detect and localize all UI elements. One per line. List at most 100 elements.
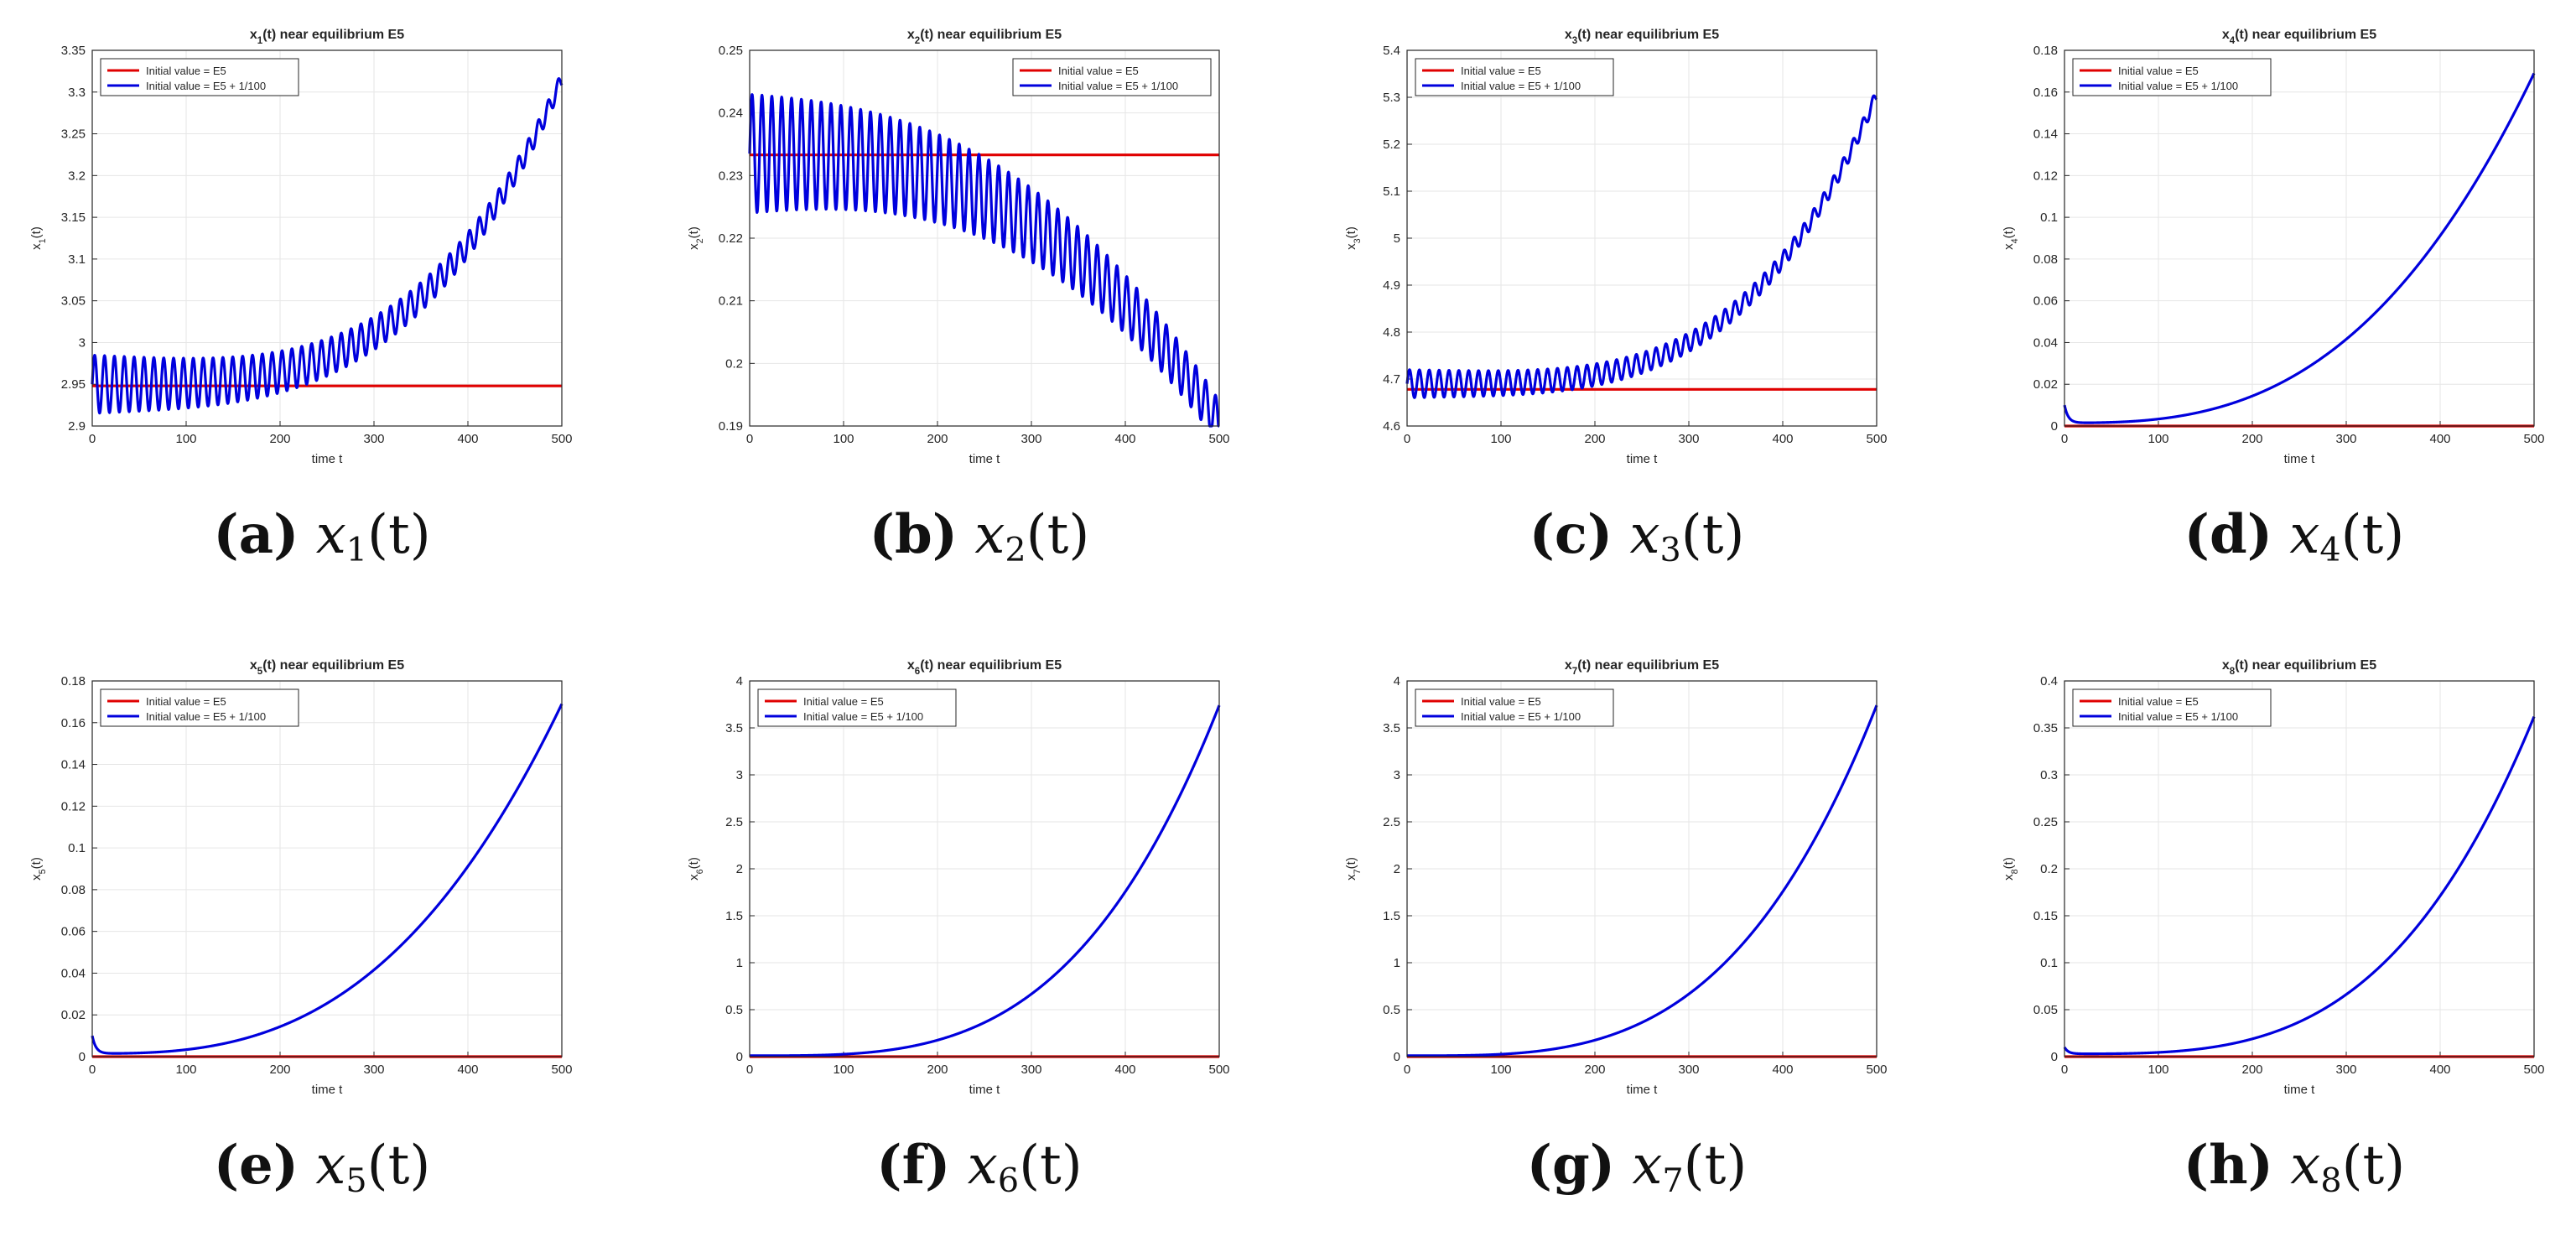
- legend-label: Initial value = E5: [146, 695, 226, 708]
- legend-label: Initial value = E5 + 1/100: [1058, 80, 1178, 92]
- y-tick-label: 3.5: [1383, 721, 1400, 735]
- x-tick-label: 200: [1584, 432, 1605, 446]
- x-tick-label: 0: [746, 1063, 753, 1077]
- legend-label: Initial value = E5: [803, 695, 884, 708]
- y-axis-label: x5(t): [29, 857, 48, 881]
- y-tick-label: 0: [1394, 1050, 1400, 1064]
- y-tick-label: 5.3: [1383, 91, 1400, 105]
- y-tick-label: 3: [736, 768, 743, 782]
- y-tick-label: 4.7: [1383, 372, 1400, 387]
- x-tick-label: 500: [2523, 432, 2544, 446]
- y-tick-label: 3.2: [68, 169, 86, 183]
- y-tick-label: 0.5: [1383, 1003, 1400, 1017]
- x-tick-label: 500: [2523, 1063, 2544, 1077]
- x-axis-label: time t: [1627, 452, 1659, 466]
- caption-var: x: [1629, 504, 1660, 566]
- legend-box: [1415, 58, 1614, 96]
- x-tick-label: 100: [175, 1063, 196, 1077]
- y-tick-label: 3.05: [61, 294, 86, 309]
- y-tick-label: 0.23: [719, 169, 743, 183]
- y-tick-label: 2.5: [1383, 815, 1400, 829]
- y-tick-label: 0.2: [2040, 862, 2058, 876]
- legend-box: [100, 58, 299, 96]
- panel-a: 0 100 200 300 400 500 2.9 2.95 3 3.05 3.1 3.15 3.2 3.…: [0, 0, 644, 616]
- y-tick-label: 0.15: [2033, 909, 2058, 923]
- chart-x4: 0 100 200 300 400 500 0 0.02 0.04 0.06 0.08 0.1 0.12…: [2002, 28, 2545, 466]
- y-tick-label: 2.9: [68, 419, 86, 434]
- x-axis-label: time t: [969, 452, 1001, 466]
- series-line-perturbed: [91, 703, 564, 1055]
- y-axis-label: x8(t): [2002, 857, 2020, 881]
- chart-title: x1(t) near equilibrium E5: [250, 28, 404, 46]
- legend-box: [1012, 58, 1212, 96]
- caption-arg: (t): [2340, 504, 2405, 566]
- legend-label: Initial value = E5: [2118, 65, 2199, 77]
- axes-box: [1406, 49, 1877, 427]
- caption-arg: (t): [367, 504, 431, 566]
- caption-sub: 7: [1662, 1161, 1684, 1200]
- caption-var: x: [967, 1135, 998, 1197]
- y-tick-label: 1.5: [1383, 909, 1400, 923]
- caption-h: (h) x8(t): [1972, 1134, 2576, 1200]
- y-tick-label: 1.5: [725, 909, 743, 923]
- caption-sub: 1: [345, 530, 368, 569]
- y-axis-label: x7(t): [1344, 857, 1363, 881]
- y-tick-label: 0: [2051, 1050, 2058, 1064]
- x-tick-label: 500: [551, 432, 572, 446]
- y-tick-label: 5.2: [1383, 138, 1400, 152]
- x-tick-label: 0: [2061, 432, 2068, 446]
- x-axis-label: time t: [312, 452, 344, 466]
- caption-sub: 6: [997, 1161, 1020, 1200]
- y-tick-label: 0.4: [2040, 674, 2058, 688]
- y-axis-label: x3(t): [1344, 226, 1363, 250]
- caption-var: x: [1632, 1135, 1663, 1197]
- axes-box: [1406, 680, 1877, 1057]
- legend-label: Initial value = E5 + 1/100: [146, 80, 266, 92]
- x-axis-label: time t: [2284, 1083, 2316, 1097]
- caption-d: (d) x4(t): [1972, 503, 2576, 569]
- y-tick-label: 3.35: [61, 44, 86, 58]
- y-tick-label: 0.1: [2040, 210, 2058, 225]
- y-tick-label: 0.04: [2033, 335, 2058, 350]
- y-tick-label: 0.5: [725, 1003, 743, 1017]
- x-tick-label: 300: [363, 432, 384, 446]
- y-tick-label: 4.8: [1383, 325, 1400, 340]
- y-tick-label: 0.14: [61, 758, 86, 772]
- chart-x7: 0 100 200 300 400 500 0 0.5 1 1.5 2 2.5 3 3.5 4 x7(t) n…: [1344, 658, 1888, 1097]
- caption-c: (c) x3(t): [1315, 503, 1959, 569]
- series-line-perturbed: [2063, 715, 2536, 1056]
- axes-box: [749, 680, 1220, 1057]
- legend-box: [2072, 688, 2272, 727]
- x-tick-label: 400: [2429, 432, 2450, 446]
- y-tick-label: 4.9: [1383, 278, 1400, 293]
- legend-label: Initial value = E5: [1461, 65, 1541, 77]
- y-tick-label: 3: [1394, 768, 1400, 782]
- caption-label: (h): [2183, 1134, 2273, 1197]
- caption-sub: 3: [1659, 530, 1681, 569]
- y-tick-label: 0.14: [2033, 127, 2058, 142]
- x-axis-label: time t: [312, 1083, 344, 1097]
- caption-var: x: [2289, 504, 2320, 566]
- legend-label: Initial value = E5: [146, 65, 226, 77]
- y-tick-label: 2.95: [61, 377, 86, 392]
- x-tick-label: 400: [1114, 1063, 1135, 1077]
- x-tick-label: 100: [833, 1063, 854, 1077]
- x-tick-label: 500: [1866, 1063, 1887, 1077]
- caption-arg: (t): [2341, 1135, 2406, 1197]
- y-tick-label: 3: [79, 335, 86, 350]
- y-tick-label: 0.06: [61, 925, 86, 939]
- y-tick-label: 0: [79, 1050, 86, 1064]
- legend-label: Initial value = E5: [1058, 65, 1139, 77]
- x-tick-label: 100: [2148, 1063, 2168, 1077]
- y-tick-label: 5.1: [1383, 184, 1400, 199]
- x-tick-label: 100: [175, 432, 196, 446]
- y-tick-label: 0.19: [719, 419, 743, 434]
- y-axis-label: x4(t): [2002, 226, 2020, 250]
- legend-label: Initial value = E5: [1461, 695, 1541, 708]
- caption-label: (a): [213, 503, 299, 566]
- x-tick-label: 200: [1584, 1063, 1605, 1077]
- panel-c: 0 100 200 300 400 500 4.6 4.7 4.8 4.9 5 5.1 5.2 5.3 5.…: [1315, 0, 1959, 616]
- y-tick-label: 0.16: [2033, 86, 2058, 100]
- legend-label: Initial value = E5 + 1/100: [1461, 80, 1581, 92]
- x-tick-label: 0: [1404, 432, 1410, 446]
